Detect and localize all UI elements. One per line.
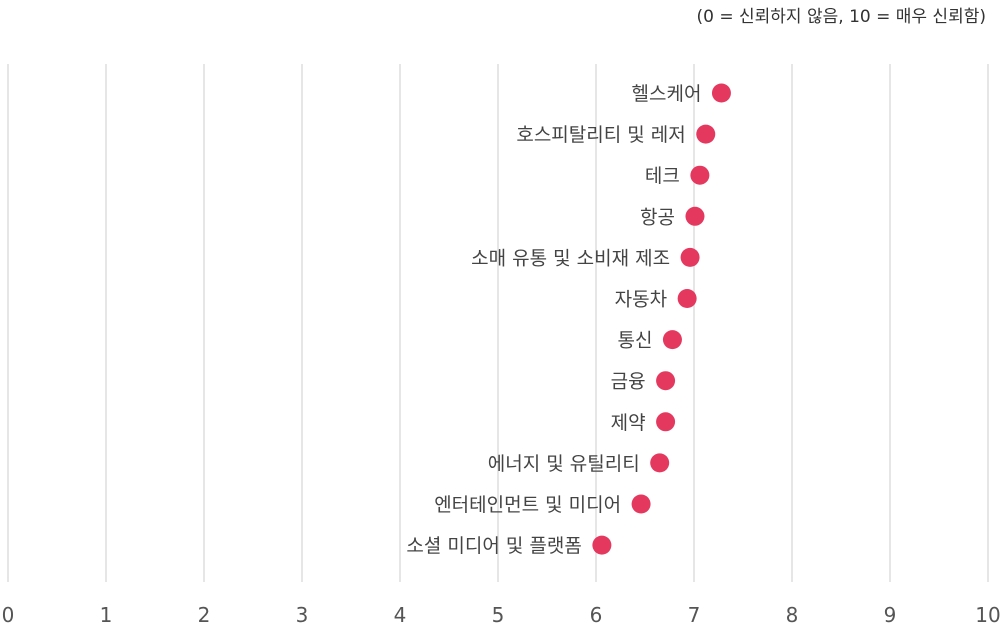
x-tick-label-5: 5 <box>492 603 505 627</box>
data-point <box>656 412 676 432</box>
category-label: 통신 <box>617 330 652 352</box>
data-point <box>685 206 705 226</box>
category-label: 자동차 <box>615 289 667 311</box>
data-point <box>711 83 731 103</box>
category-label: 제약 <box>611 412 646 434</box>
chart-subtitle: (0 = 신뢰하지 않음, 10 = 매우 신뢰함) <box>696 7 986 27</box>
data-point <box>631 494 651 514</box>
category-label: 소매 유통 및 소비재 제조 <box>471 247 670 269</box>
data-point <box>650 453 670 473</box>
data-point <box>662 330 682 350</box>
x-tick-label-8: 8 <box>786 603 799 627</box>
category-label: 헬스케어 <box>632 83 702 105</box>
category-label: 호스피탈리티 및 레저 <box>516 124 685 146</box>
x-tick-label-0: 0 <box>2 603 15 627</box>
category-label: 금융 <box>611 371 646 393</box>
x-tick-label-10: 10 <box>975 603 1000 627</box>
x-tick-label-3: 3 <box>296 603 309 627</box>
x-tick-label-2: 2 <box>198 603 211 627</box>
category-label: 엔터테인먼트 및 미디어 <box>434 494 621 516</box>
data-point <box>656 371 676 391</box>
data-point <box>680 247 700 267</box>
x-tick-label-1: 1 <box>100 603 113 627</box>
x-tick-label-6: 6 <box>590 603 603 627</box>
data-point <box>592 535 612 555</box>
data-point <box>677 289 697 308</box>
x-tick-label-4: 4 <box>394 603 407 627</box>
category-label: 에너지 및 유틸리티 <box>488 453 640 475</box>
x-tick-label-9: 9 <box>884 603 897 627</box>
category-label: 소셜 미디어 및 플랫폼 <box>406 535 581 557</box>
data-point <box>690 165 710 185</box>
x-tick-label-7: 7 <box>688 603 701 627</box>
category-label: 테크 <box>645 165 680 187</box>
data-point <box>696 124 716 144</box>
category-label: 항공 <box>640 206 675 228</box>
